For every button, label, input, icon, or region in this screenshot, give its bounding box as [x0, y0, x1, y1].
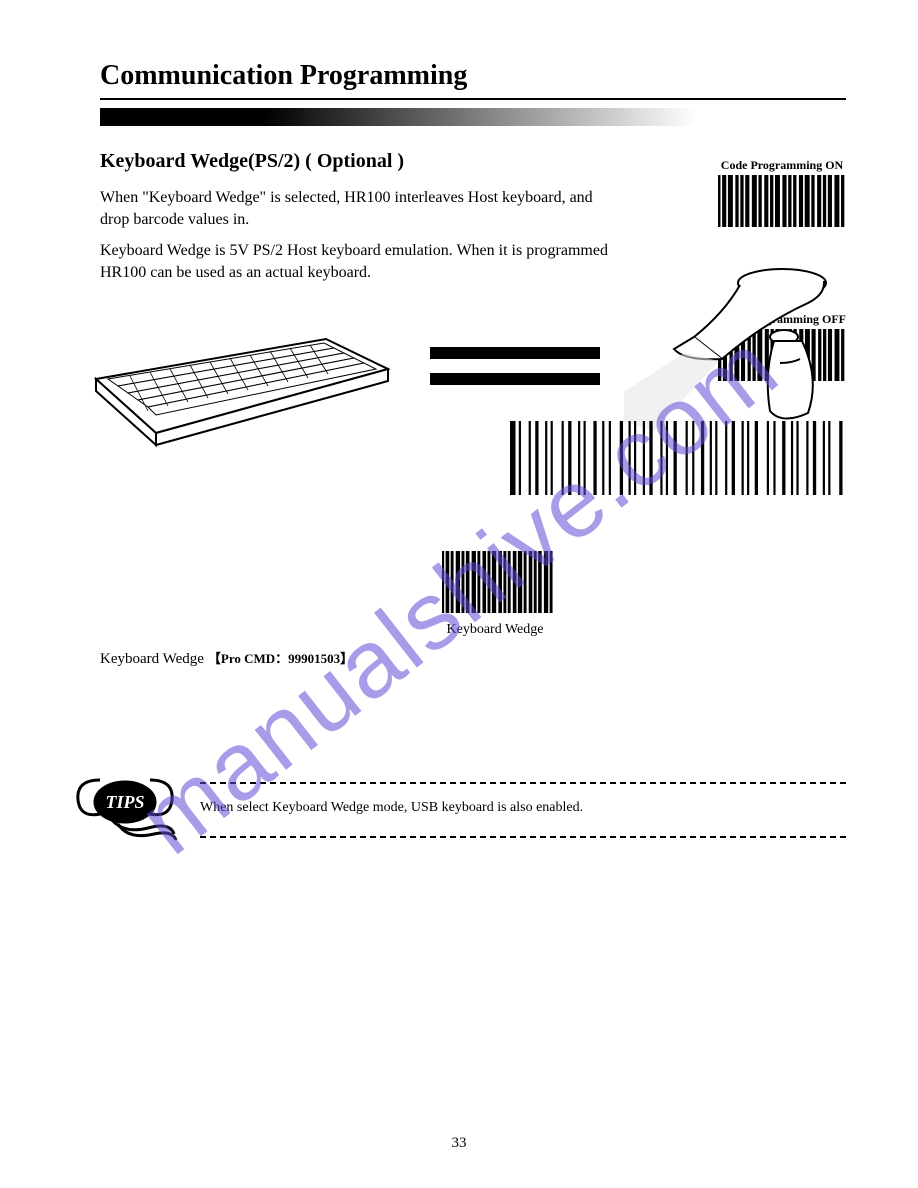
- keyboard-wedge-barcode-block: Keyboard Wedge Keyboard Wedge 【Pro CMD：9…: [100, 551, 846, 668]
- kb-label: Keyboard Wedge: [100, 651, 204, 667]
- equals-icon: [430, 347, 600, 399]
- tips-icon: TIPS: [70, 772, 180, 857]
- code-programming-on-label: Code Programming ON: [718, 158, 846, 173]
- kb-pro-cmd: 【Pro CMD：99901503】: [208, 651, 353, 666]
- tips-divider-bottom: [200, 836, 846, 838]
- code-programming-on: Code Programming ON: [718, 158, 846, 232]
- main-content: Code Programming ON Code Programming OFF…: [100, 150, 846, 868]
- barcode-on: [718, 175, 846, 227]
- intro-paragraph-2: Keyboard Wedge is 5V PS/2 Host keyboard …: [100, 240, 620, 283]
- equivalence-illustration: [100, 301, 846, 531]
- barcode-keyboard-wedge: [442, 551, 554, 613]
- tips-text: When select Keyboard Wedge mode, USB key…: [200, 800, 583, 816]
- keyboard-icon: [88, 323, 398, 468]
- rule-divider: [100, 98, 846, 100]
- tips-divider-top: [200, 782, 846, 784]
- svg-text:TIPS: TIPS: [105, 792, 144, 812]
- barcode-large: [510, 421, 848, 500]
- gradient-bar: [100, 108, 846, 126]
- page-number: 33: [0, 1135, 918, 1152]
- keyboard-wedge-code: Keyboard Wedge 【Pro CMD：99901503】: [100, 648, 846, 668]
- chapter-title: Communication Programming: [100, 60, 846, 92]
- scanner-icon: [624, 263, 854, 438]
- tips-block: TIPS When select Keyboard Wedge mode, US…: [100, 778, 846, 868]
- intro-paragraph-1: When "Keyboard Wedge" is selected, HR100…: [100, 187, 620, 230]
- keyboard-wedge-caption: Keyboard Wedge: [430, 622, 560, 638]
